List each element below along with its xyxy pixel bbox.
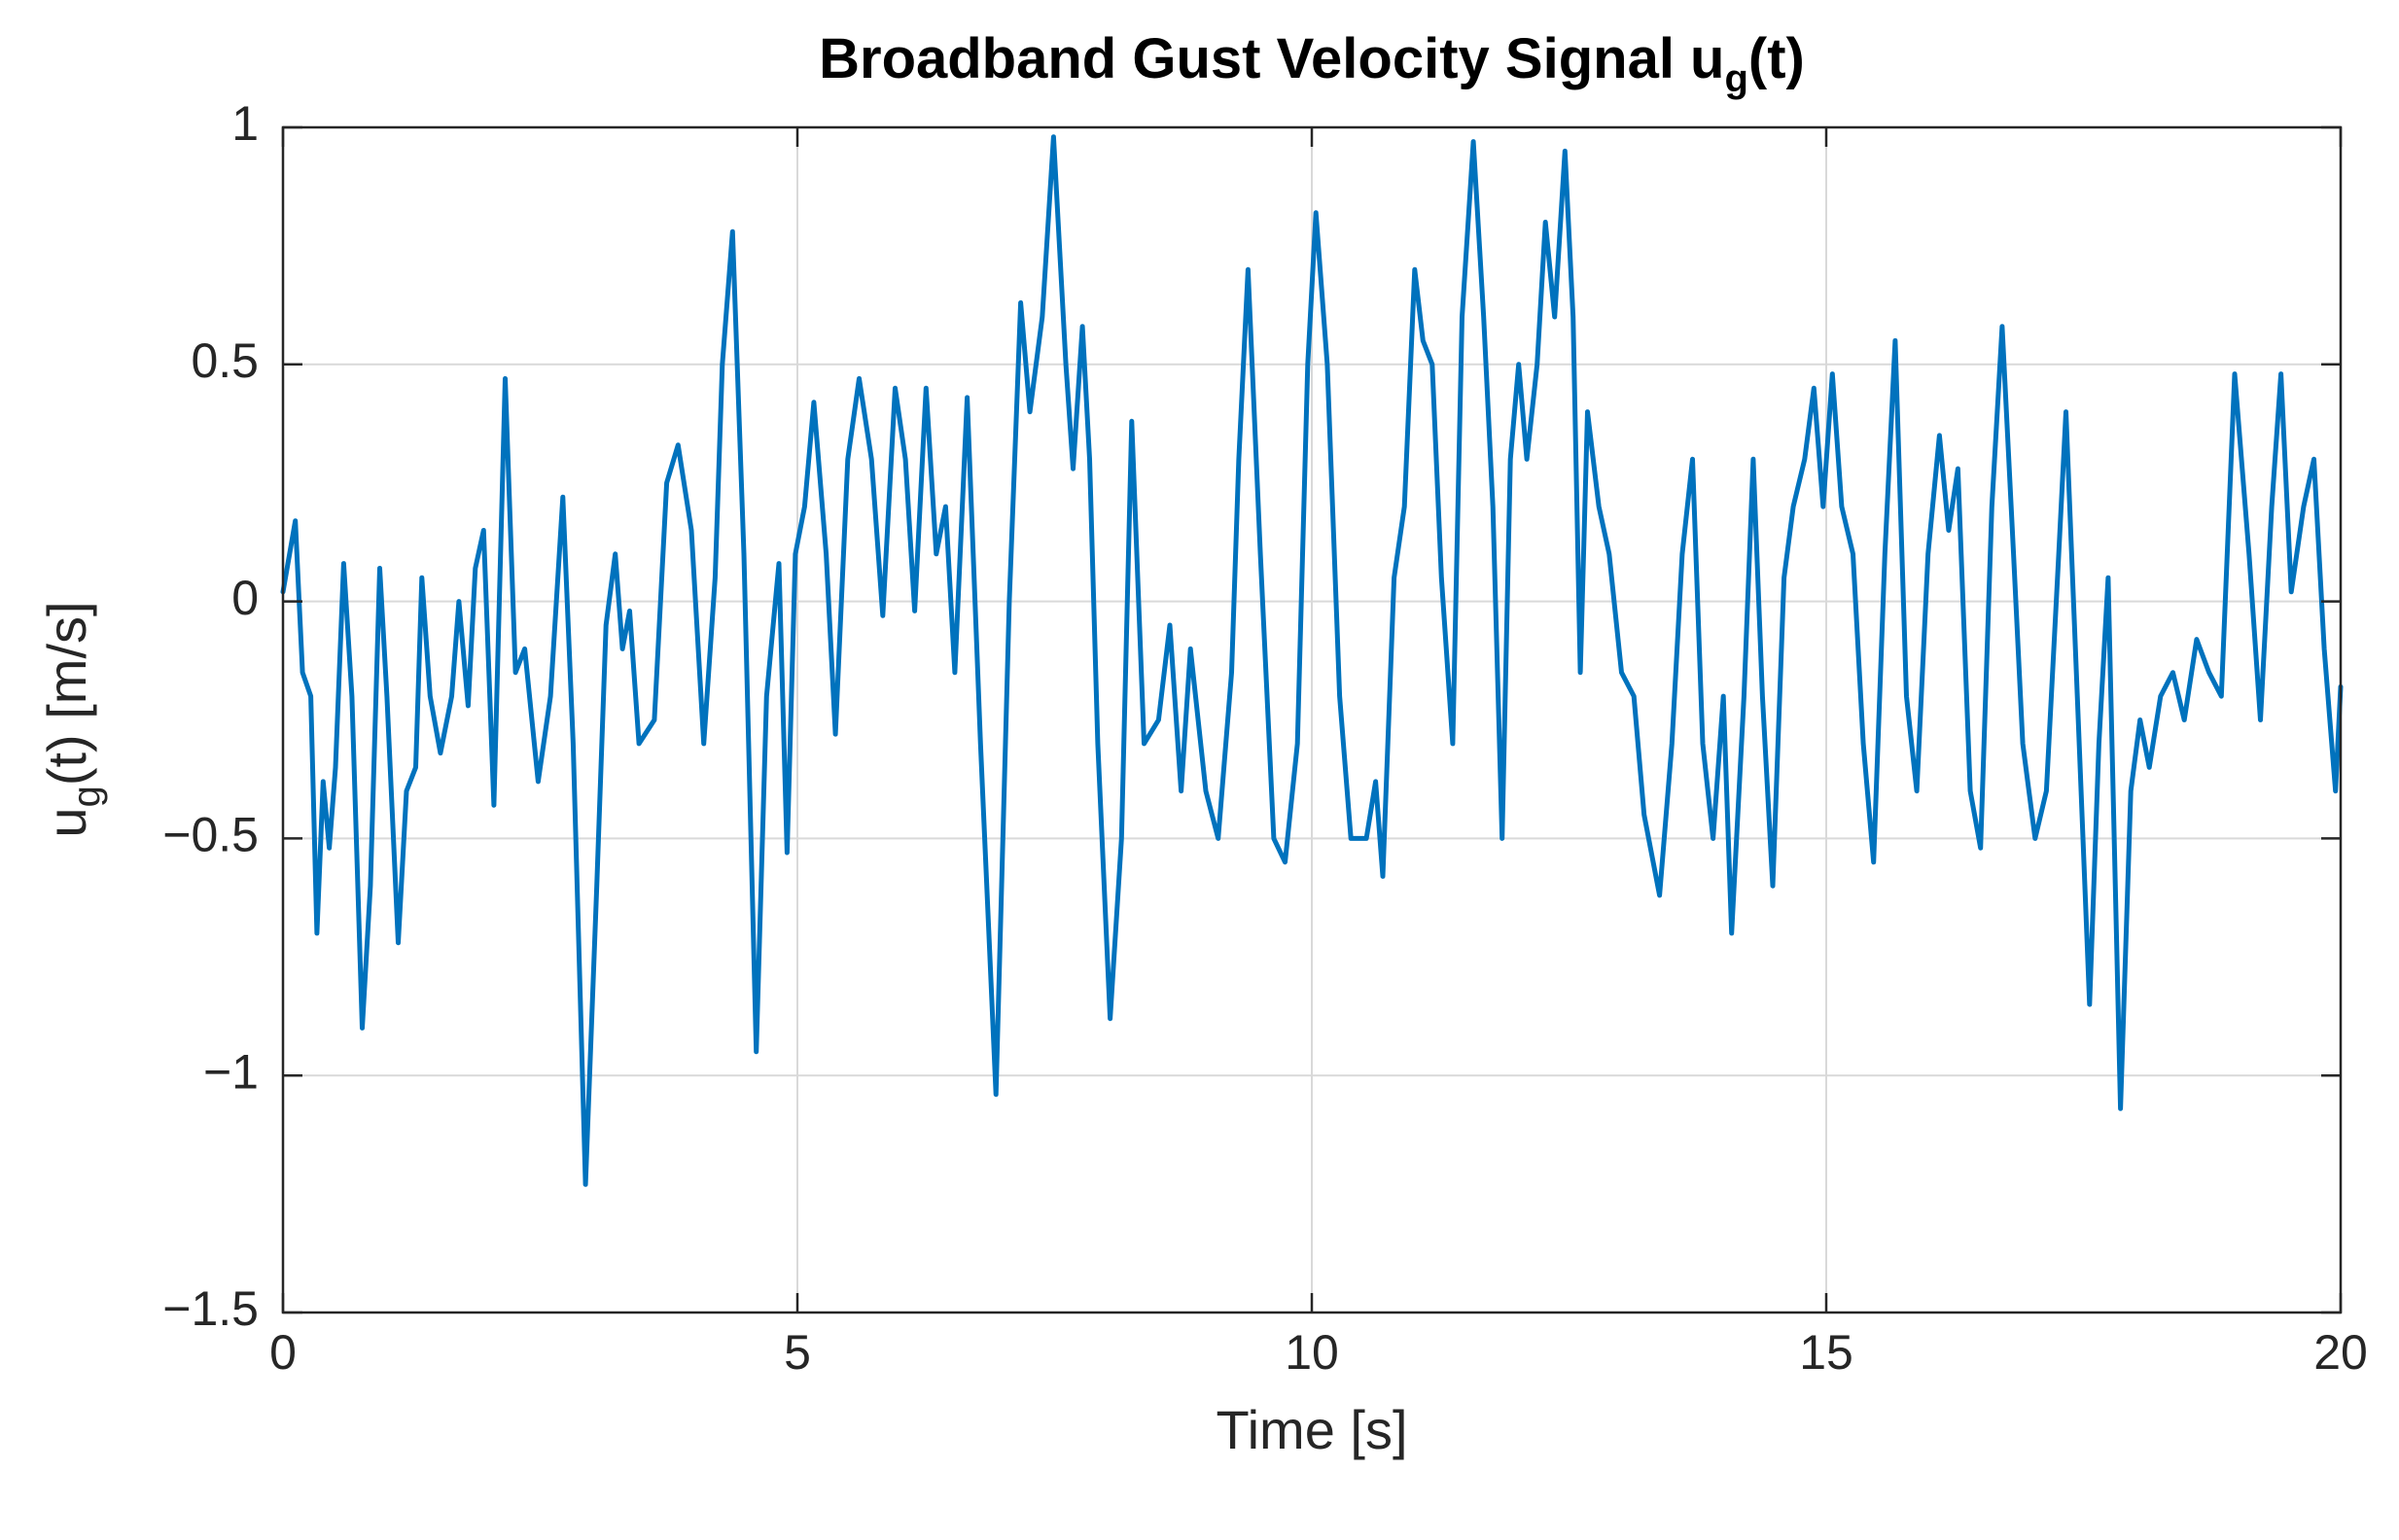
signal-line <box>280 134 2344 1187</box>
y-tick-label: 0.5 <box>191 333 259 388</box>
y-axis-label: ug(t) [m/s] <box>36 601 108 837</box>
chart-title: Broadband Gust Velocity Signal ug(t) <box>819 27 1805 100</box>
plot-layer <box>280 134 2344 1187</box>
y-tick-label: 1 <box>231 96 259 151</box>
x-tick-label: 15 <box>1799 1325 1853 1380</box>
y-tick-label: 0 <box>231 571 259 625</box>
y-tick-label: −1.5 <box>162 1281 259 1336</box>
ylabel-main: u <box>36 807 97 837</box>
ylabel-subscript: g <box>65 786 108 807</box>
x-tick-label: 10 <box>1285 1325 1339 1380</box>
title-main: Broadband Gust Velocity Signal u <box>819 27 1724 90</box>
x-tick-label: 20 <box>2313 1325 2368 1380</box>
x-tick-label: 0 <box>269 1325 297 1380</box>
title-subscript: g <box>1724 57 1747 100</box>
ylabel-tail: (t) [m/s] <box>36 601 97 786</box>
x-tick-label: 5 <box>784 1325 811 1380</box>
y-tick-label: −0.5 <box>162 808 259 862</box>
x-axis-label: Time [s] <box>1216 1399 1407 1460</box>
y-tick-label: −1 <box>203 1044 259 1099</box>
title-tail: (t) <box>1748 27 1805 90</box>
